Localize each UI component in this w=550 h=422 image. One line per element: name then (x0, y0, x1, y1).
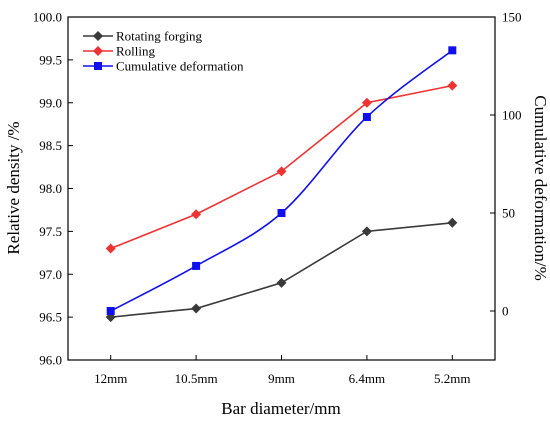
data-point-rolling (105, 243, 116, 254)
data-point-cumulative-deformation (448, 46, 457, 55)
y-left-tick-label: 97.5 (39, 224, 62, 239)
legend-label: Rolling (116, 44, 156, 59)
series-line-rotating-forging (110, 222, 453, 318)
y-left-tick-label: 99.0 (39, 95, 62, 110)
y-left-tick-label: 98.0 (39, 181, 62, 196)
y-left-tick-label: 97.0 (39, 267, 62, 282)
y-left-tick-label: 96.0 (39, 353, 62, 368)
data-point-rolling (276, 166, 287, 177)
x-tick-label: 9mm (268, 371, 295, 386)
data-point-rotating-forging (276, 277, 287, 288)
data-point-cumulative-deformation (362, 112, 371, 121)
data-point-rotating-forging (447, 217, 458, 228)
x-tick-label: 12mm (94, 371, 127, 386)
data-point-cumulative-deformation (277, 209, 286, 217)
x-tick-label: 6.4mm (349, 371, 385, 386)
y-right-tick-label: 0 (502, 304, 509, 319)
y-right-tick-label: 50 (502, 206, 515, 221)
right-axis: 0 50 100 150 (490, 10, 522, 319)
data-point-cumulative-deformation (192, 261, 201, 270)
legend-marker-rotating-forging (93, 31, 103, 41)
x-axis: 12mm 10.5mm 9mm 6.4mm 5.2mm (94, 355, 471, 386)
data-point-rotating-forging (361, 226, 372, 237)
legend-marker-rolling (93, 46, 103, 56)
y-right-tick-label: 100 (502, 108, 522, 123)
data-point-rolling (191, 209, 202, 220)
legend-label: Cumulative deformation (116, 59, 244, 74)
y-left-tick-label: 99.5 (39, 52, 62, 67)
y-left-tick-label: 100.0 (33, 10, 62, 25)
y-left-tick-label: 98.5 (39, 138, 62, 153)
y-left-tick-label: 96.5 (39, 310, 62, 325)
legend-marker-cumulative-deformation (94, 62, 102, 70)
data-point-rolling (361, 97, 372, 108)
y-axis-right-title: Cumulative deformation/% (531, 95, 550, 281)
x-axis-title: Bar diameter/mm (221, 399, 340, 418)
data-point-cumulative-deformation (106, 307, 115, 315)
x-tick-label: 5.2mm (434, 371, 470, 386)
legend-label: Rotating forging (116, 29, 203, 44)
data-point-rolling (447, 80, 458, 91)
data-point-rotating-forging (191, 303, 202, 314)
y-right-tick-label: 150 (502, 10, 522, 25)
series-line-cumulative-deformation (110, 49, 453, 312)
x-tick-label: 10.5mm (175, 371, 218, 386)
series-layer (105, 46, 458, 323)
y-axis-left-title: Relative density /% (4, 121, 23, 254)
left-axis: 96.0 96.5 97.0 97.5 98.0 98.5 99.0 99.5 100.0 (33, 10, 73, 368)
